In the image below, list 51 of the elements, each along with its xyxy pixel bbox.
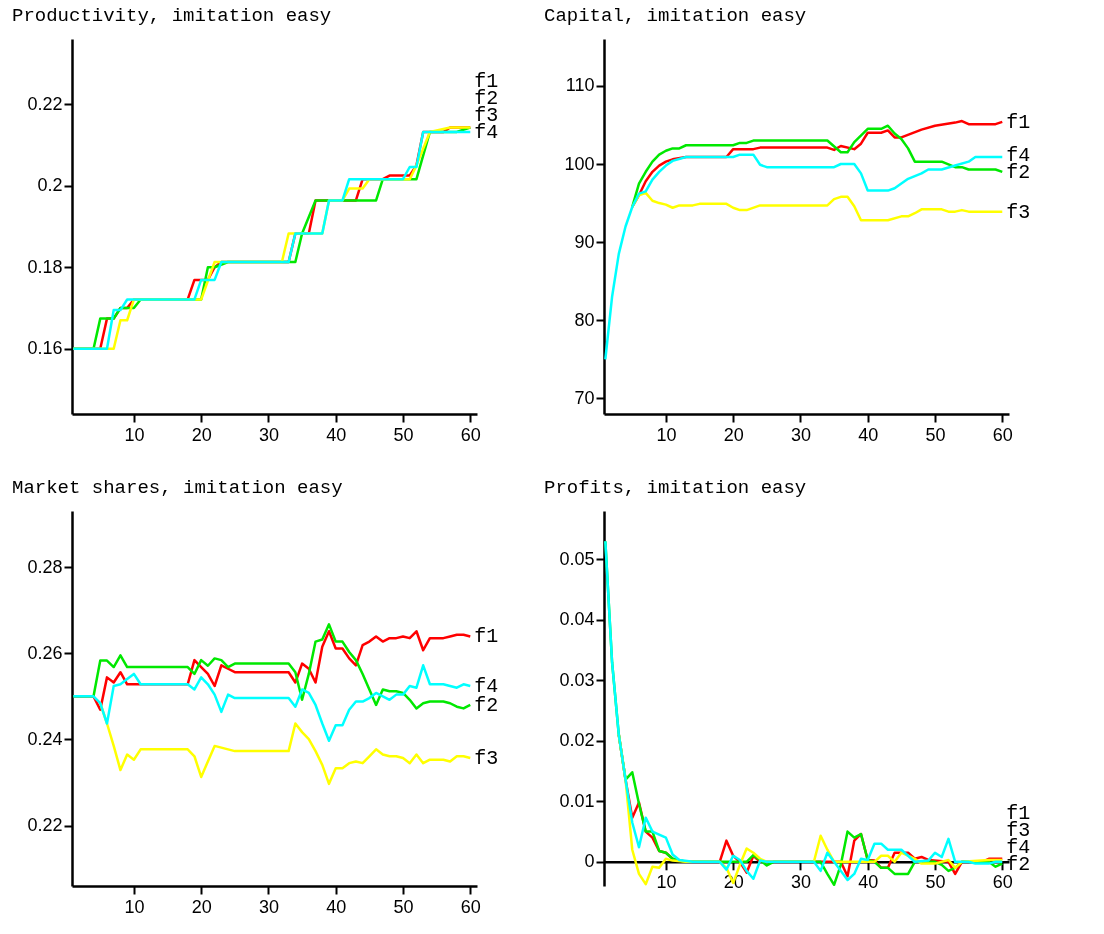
y-tick-label: 70 <box>574 387 595 408</box>
y-tick-label: 0.26 <box>27 642 63 663</box>
chart-title: Capital, imitation easy <box>544 5 807 27</box>
x-tick-label: 50 <box>925 872 946 893</box>
y-tick-label: 110 <box>565 75 595 96</box>
x-tick-label: 10 <box>656 872 677 893</box>
x-tick-label: 40 <box>858 424 879 445</box>
x-tick-label: 20 <box>191 424 212 445</box>
x-tick-label: 60 <box>992 424 1013 445</box>
x-tick-label: 20 <box>191 896 212 917</box>
x-tick-label: 40 <box>326 896 347 917</box>
y-tick-label: 0.18 <box>27 256 63 277</box>
series-label: f3 <box>474 746 499 770</box>
y-tick-label: 0.16 <box>27 338 63 359</box>
y-tick-label: 100 <box>564 153 595 174</box>
x-tick-label: 40 <box>326 424 347 445</box>
x-tick-label: 10 <box>656 424 677 445</box>
chart-title: Market shares, imitation easy <box>12 477 343 499</box>
x-tick-label: 60 <box>992 872 1013 893</box>
x-tick-label: 40 <box>858 872 879 893</box>
chart-title: Productivity, imitation easy <box>12 5 332 27</box>
y-tick-label: 0.01 <box>559 790 595 811</box>
x-tick-label: 10 <box>124 424 145 445</box>
chart-title: Profits, imitation easy <box>544 477 807 499</box>
x-tick-label: 30 <box>258 424 279 445</box>
x-tick-label: 50 <box>393 424 414 445</box>
y-tick-label: 0.28 <box>27 556 63 577</box>
series-label: f2 <box>474 693 499 717</box>
y-tick-label: 0.2 <box>37 175 63 196</box>
x-tick-label: 30 <box>258 896 279 917</box>
x-tick-label: 30 <box>790 424 811 445</box>
x-tick-label: 50 <box>393 896 414 917</box>
y-tick-label: 0.02 <box>559 730 595 751</box>
series-label: f3 <box>1006 200 1031 224</box>
y-tick-label: 0.03 <box>559 669 595 690</box>
series-label: f1 <box>1006 110 1031 134</box>
x-tick-label: 30 <box>790 872 811 893</box>
x-tick-label: 10 <box>124 896 145 917</box>
y-tick-label: 0.22 <box>27 815 63 836</box>
y-tick-label: 0.05 <box>559 548 595 569</box>
series-label: f1 <box>474 625 499 649</box>
y-tick-label: 0.04 <box>559 609 595 630</box>
y-tick-label: 0.22 <box>27 93 63 114</box>
x-tick-label: 20 <box>723 424 744 445</box>
x-tick-label: 50 <box>925 424 946 445</box>
y-tick-label: 80 <box>574 309 595 330</box>
x-tick-label: 60 <box>460 424 481 445</box>
x-tick-label: 60 <box>460 896 481 917</box>
y-tick-label: 90 <box>574 231 595 252</box>
y-tick-label: 0.24 <box>27 728 63 749</box>
y-tick-label: 0 <box>584 851 595 872</box>
